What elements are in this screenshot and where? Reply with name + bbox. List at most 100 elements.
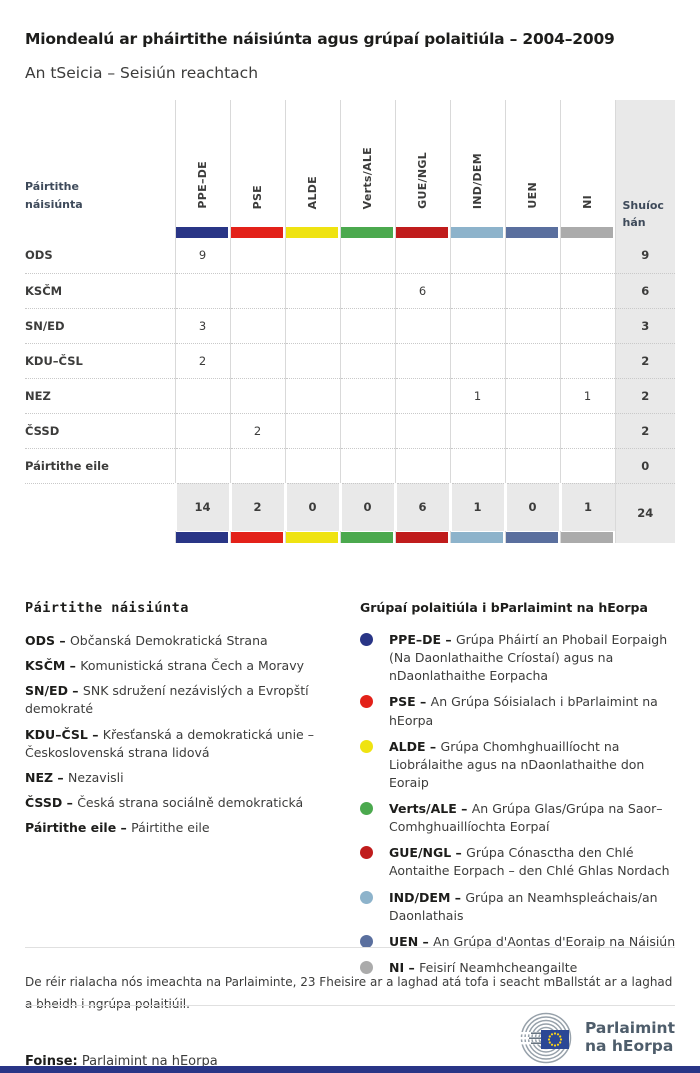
value-cell [559, 238, 615, 274]
seats-header-label: Shuíochán [622, 198, 664, 230]
party-legend-item: ČSSD – Česká strana sociálně demokratick… [25, 794, 340, 812]
value-cell [559, 343, 615, 379]
value-cell: 1 [559, 378, 615, 414]
political-groups-legend: Grúpaí polaitiúla i bParlaimint na hEorp… [360, 600, 680, 985]
party-legend-code: Páirtithe eile – [25, 820, 132, 835]
party-name-cell: ČSSD [25, 413, 175, 449]
total-cell: 1 [448, 483, 505, 531]
value-cell [504, 273, 560, 309]
row-header-label: Páirtithe náisiúnta [25, 179, 83, 211]
value-cell [394, 448, 450, 484]
group-color-cell [174, 226, 230, 238]
total-cell: 1 [558, 483, 615, 531]
party-legend-code: SN/ED – [25, 683, 83, 699]
value-cell [504, 413, 560, 449]
seats-cell: 6 [614, 273, 675, 309]
group-header-label: PPE–DE [196, 161, 209, 209]
value-cell: 3 [174, 308, 230, 344]
footnote-text: De réir rialacha nós imeachta na Parlaim… [25, 975, 673, 1011]
seats-cell: 9 [614, 238, 675, 274]
group-legend-item: UEN – An Grúpa d'Aontas d'Eoraip na Náis… [360, 933, 680, 951]
party-legend-item: KDU–ČSL – Křesťanská a demokratická unie… [25, 726, 340, 762]
footer-accent-bar [0, 1066, 700, 1073]
party-legend-item: ODS – Občanská Demokratická Strana [25, 632, 340, 650]
group-color-cell [229, 226, 285, 238]
value-cell [284, 448, 340, 484]
group-color-bar-PSE [230, 226, 283, 238]
value-cell [394, 378, 450, 414]
party-name-cell: SN/ED [25, 308, 175, 344]
group-legend-item: PPE–DE – Grúpa Pháirtí an Phobail Eorpai… [360, 631, 680, 685]
value-cell [229, 378, 285, 414]
table-body: ODS 9 9 KSČM 6 6 SN/ED 3 3 KDU–ČSL 2 2 NEZ 1 1 2 ČSSD 2 2 P… [25, 238, 675, 543]
value-cell [559, 448, 615, 484]
value-cell [504, 308, 560, 344]
seats-cell: 2 [614, 378, 675, 414]
group-header-ALDE: ALDE [284, 100, 340, 226]
value-cell [394, 238, 450, 274]
party-legend-item: NEZ – Nezavisli [25, 769, 340, 787]
total-color-bar-ALDE [285, 531, 338, 543]
group-legend-code: ALDE – [389, 738, 441, 754]
group-color-dot-UEN [360, 934, 373, 948]
group-legend-item: IND/DEM – Grúpa an Neamhspleáchais/an Da… [360, 889, 680, 925]
seats-cell: 2 [614, 413, 675, 449]
value-cell [284, 343, 340, 379]
total-cell: 0 [338, 483, 395, 531]
value-cell [559, 308, 615, 344]
table-row-Páirtithe eile: Páirtithe eile 0 [25, 448, 675, 484]
table-row-KSČM: KSČM 6 6 [25, 273, 675, 309]
totals-color-spacer [25, 531, 175, 543]
party-name-cell: KDU–ČSL [25, 343, 175, 379]
european-parliament-logo: Parlaimint na hEorpa [518, 1012, 675, 1064]
group-legend-code: PSE – [389, 694, 431, 710]
group-header-label: IND/DEM [471, 152, 484, 209]
page-subtitle: An tSeicia – Seisiún reachtach [25, 63, 259, 82]
party-name-cell: ODS [25, 238, 175, 274]
source-label: Foinse: [25, 1054, 78, 1069]
total-cell: 6 [393, 483, 450, 531]
value-cell [229, 238, 285, 274]
value-cell [339, 448, 395, 484]
value-cell: 1 [449, 378, 505, 414]
group-header-Verts/ALE: Verts/ALE [339, 100, 395, 226]
party-legend-code: ČSSD – [25, 794, 78, 810]
total-seats-cell: 24 [614, 483, 675, 543]
party-name-cell: KSČM [25, 273, 175, 309]
table-head: Páirtithe náisiúnta PPE–DE PSE ALDE Verts/A… [25, 100, 675, 238]
total-color-cell [449, 531, 505, 543]
group-color-bar-GUE/NGL [395, 226, 448, 238]
value-cell [394, 343, 450, 379]
group-legend-code: UEN – [389, 933, 434, 949]
total-color-cell [174, 531, 230, 543]
divider-bottom [25, 1005, 675, 1006]
party-legend-code: KDU–ČSL – [25, 726, 103, 742]
group-color-cell [504, 226, 560, 238]
total-color-cell [229, 531, 285, 543]
group-header-GUE/NGL: GUE/NGL [394, 100, 450, 226]
group-header-PSE: PSE [229, 100, 285, 226]
value-cell [394, 308, 450, 344]
political-groups-legend-title: Grúpaí polaitiúla i bParlaimint na hEorp… [360, 600, 648, 615]
value-cell [174, 378, 230, 414]
table-row-SN/ED: SN/ED 3 3 [25, 308, 675, 344]
group-color-bar-Verts/ALE [340, 226, 393, 238]
party-legend-desc: Česká strana sociálně demokratická [77, 794, 304, 810]
value-cell [504, 378, 560, 414]
source-value: Parlaimint na hEorpa [81, 1054, 218, 1069]
group-color-dot-NI [360, 960, 373, 974]
group-color-cell [284, 226, 340, 238]
divider-top [25, 947, 675, 948]
value-cell [504, 238, 560, 274]
group-header-UEN: UEN [504, 100, 560, 226]
party-legend-desc: Páirtithe eile [131, 820, 210, 835]
group-legend-item: PSE – An Grúpa Sóisialach i bParlaimint … [360, 693, 680, 729]
total-color-bar-PPE–DE [175, 531, 228, 543]
value-cell [284, 308, 340, 344]
group-color-row [25, 226, 675, 238]
value-cell [449, 448, 505, 484]
value-cell [449, 238, 505, 274]
seats-cell: 0 [614, 448, 675, 484]
party-legend-code: KSČM – [25, 658, 81, 674]
breakdown-table: Páirtithe náisiúnta PPE–DE PSE ALDE Verts/A… [25, 100, 675, 543]
